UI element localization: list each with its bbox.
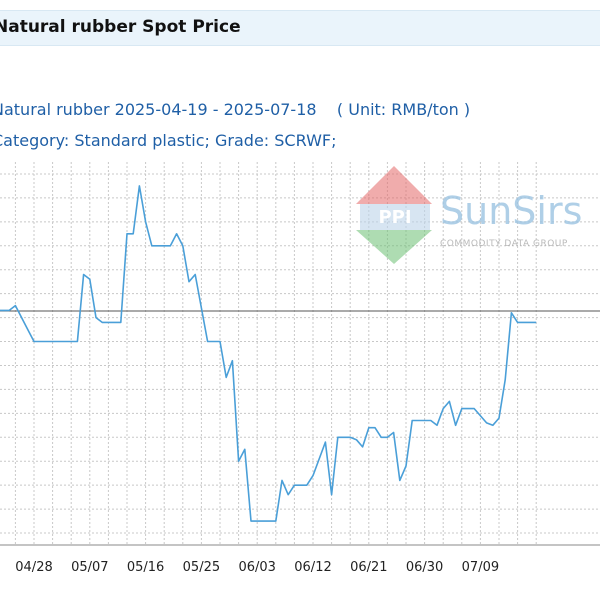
chart-title: Natural rubber Spot Price [0, 17, 241, 37]
watermark-band-shape [360, 204, 430, 230]
chart-subtitle-line1: Natural rubber 2025-04-19 - 2025-07-18 (… [0, 100, 471, 119]
chart-title-bar: Natural rubber Spot Price [0, 10, 600, 46]
x-tick-label: 06/21 [350, 560, 387, 575]
x-tick-label: 06/12 [294, 560, 331, 575]
axis-layer: 04/28 05/07 05/16 05/25 06/03 06/12 06/21 06/30… [0, 544, 600, 575]
watermark-tagline: COMMODITY DATA GROUP [440, 239, 568, 249]
x-tick-label: 07/09 [462, 560, 499, 575]
x-tick-label: 05/25 [183, 560, 220, 575]
watermark-brand: SunSirs [440, 189, 582, 233]
price-series-line [0, 185, 537, 522]
x-tick-label: 05/16 [127, 560, 164, 575]
x-tick-label: 06/03 [238, 560, 275, 575]
chart-subtitle-line2: Category: Standard plastic; Grade: SCRWF… [0, 131, 337, 150]
series-layer [0, 185, 537, 522]
watermark-ppi-text: PPI [378, 207, 411, 228]
watermark-base-shape [356, 230, 432, 264]
watermark-roof-shape [356, 166, 432, 204]
x-tick-label: 05/07 [71, 560, 108, 575]
x-tick-label: 06/30 [406, 560, 443, 575]
watermark-logo: PPI SunSirs COMMODITY DATA GROUP [356, 166, 582, 264]
x-tick-label: 04/28 [15, 560, 52, 575]
